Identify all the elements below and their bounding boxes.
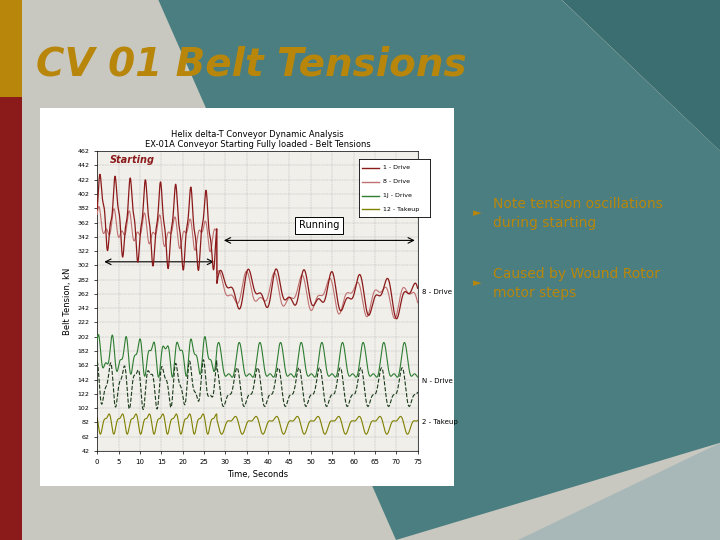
Y-axis label: Belt Tension, kN: Belt Tension, kN bbox=[63, 267, 72, 335]
Text: CV 01 Belt Tensions: CV 01 Belt Tensions bbox=[36, 46, 467, 84]
Text: 8 - Drive: 8 - Drive bbox=[422, 289, 452, 295]
Polygon shape bbox=[518, 443, 720, 540]
Text: N - Drive: N - Drive bbox=[422, 378, 453, 384]
Bar bbox=[0, 0, 22, 97]
Text: Running: Running bbox=[299, 220, 340, 231]
Text: Caused by Wound Rotor
motor steps: Caused by Wound Rotor motor steps bbox=[493, 267, 660, 300]
Title: Helix delta-T Conveyor Dynamic Analysis
EX-01A Conveyor Starting Fully loaded - : Helix delta-T Conveyor Dynamic Analysis … bbox=[145, 130, 370, 149]
Bar bbox=[40, 108, 454, 486]
Bar bbox=[0, 97, 22, 540]
Text: 2 - Takeup: 2 - Takeup bbox=[422, 420, 458, 426]
Polygon shape bbox=[158, 0, 720, 540]
Text: 12 - Takeup: 12 - Takeup bbox=[382, 207, 419, 212]
Text: Note tension oscillations
during starting: Note tension oscillations during startin… bbox=[493, 197, 663, 230]
Text: ►: ► bbox=[473, 208, 482, 218]
Text: Starting: Starting bbox=[110, 156, 155, 165]
Text: 8 - Drive: 8 - Drive bbox=[382, 179, 410, 184]
Text: 1J - Drive: 1J - Drive bbox=[382, 193, 411, 198]
Polygon shape bbox=[562, 0, 720, 151]
X-axis label: Time, Seconds: Time, Seconds bbox=[227, 470, 288, 479]
Text: ►: ► bbox=[473, 279, 482, 288]
Text: 1 - Drive: 1 - Drive bbox=[382, 165, 410, 170]
